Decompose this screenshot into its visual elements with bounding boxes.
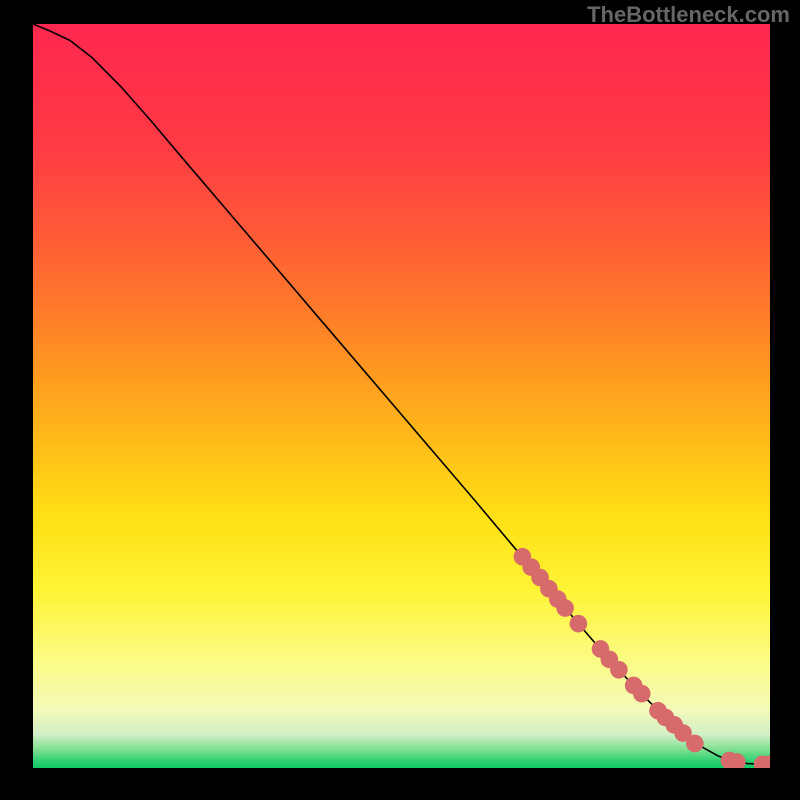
chart-stage: TheBottleneck.com <box>0 0 800 800</box>
background-gradient <box>33 24 770 768</box>
plot-area <box>33 24 770 768</box>
watermark-text: TheBottleneck.com <box>587 2 790 28</box>
